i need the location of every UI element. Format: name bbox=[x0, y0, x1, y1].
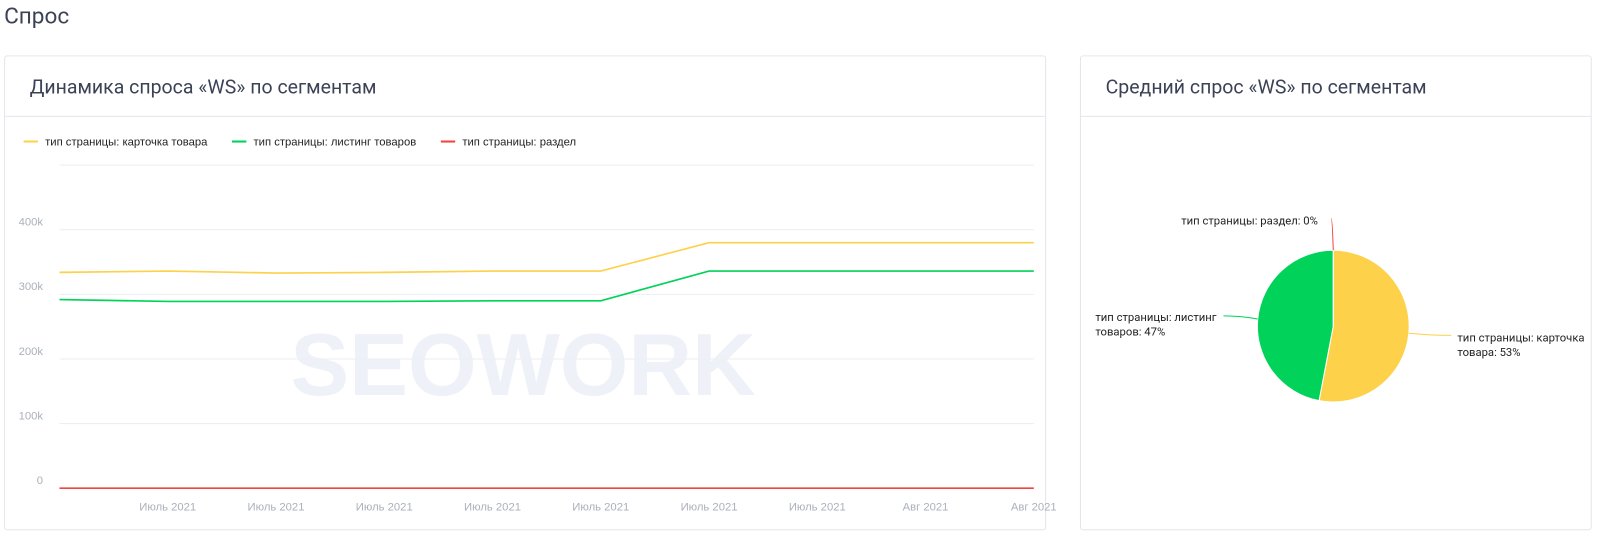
card-title: Средний спрос «WS» по сегментам bbox=[1105, 74, 1427, 99]
pie-slice bbox=[1318, 249, 1410, 403]
legend-label: тип страницы: карточка товара bbox=[45, 137, 208, 149]
pie-label: тип страницы: листинг товаров: 47% bbox=[1095, 310, 1217, 339]
y-tick-label: 200k bbox=[19, 346, 44, 358]
y-tick-label: 100k bbox=[19, 410, 44, 422]
pie-slice bbox=[1256, 249, 1334, 402]
line-card: Динамика спроса «WS» по сегментам bbox=[4, 55, 1047, 531]
legend-label: тип страницы: листинг товаров bbox=[254, 137, 417, 149]
x-tick-label: Июль 2021 bbox=[572, 502, 629, 514]
x-tick-label: Июль 2021 bbox=[356, 502, 413, 514]
watermark: SEOWORK bbox=[290, 315, 755, 414]
series-line bbox=[59, 270, 1034, 303]
y-tick-label: 400k bbox=[19, 217, 44, 229]
series-line bbox=[59, 241, 1034, 274]
y-tick-label: 300k bbox=[19, 281, 44, 293]
pie-label: тип страницы: карточка товара: 53% bbox=[1457, 331, 1585, 359]
x-tick-label: Июль 2021 bbox=[248, 502, 305, 514]
divider bbox=[1080, 115, 1591, 117]
x-tick-label: Июль 2021 bbox=[464, 502, 521, 514]
leader-line bbox=[1408, 332, 1452, 336]
pie-label: тип страницы: раздел: 0% bbox=[1181, 214, 1318, 228]
legend-label: тип страницы: раздел bbox=[462, 137, 576, 149]
x-tick-label: Июль 2021 bbox=[139, 502, 196, 514]
page-title: Спрос bbox=[4, 4, 70, 30]
divider bbox=[5, 115, 1046, 117]
y-tick-label: 0 bbox=[37, 475, 43, 487]
x-tick-label: Июль 2021 bbox=[789, 502, 846, 514]
leader-line bbox=[1330, 217, 1334, 251]
x-tick-label: Авг 2021 bbox=[1011, 502, 1057, 514]
x-tick-label: Июль 2021 bbox=[681, 502, 738, 514]
leader-line bbox=[1223, 315, 1258, 320]
x-tick-label: Авг 2021 bbox=[903, 502, 949, 514]
card-title: Динамика спроса «WS» по сегментам bbox=[29, 74, 377, 99]
